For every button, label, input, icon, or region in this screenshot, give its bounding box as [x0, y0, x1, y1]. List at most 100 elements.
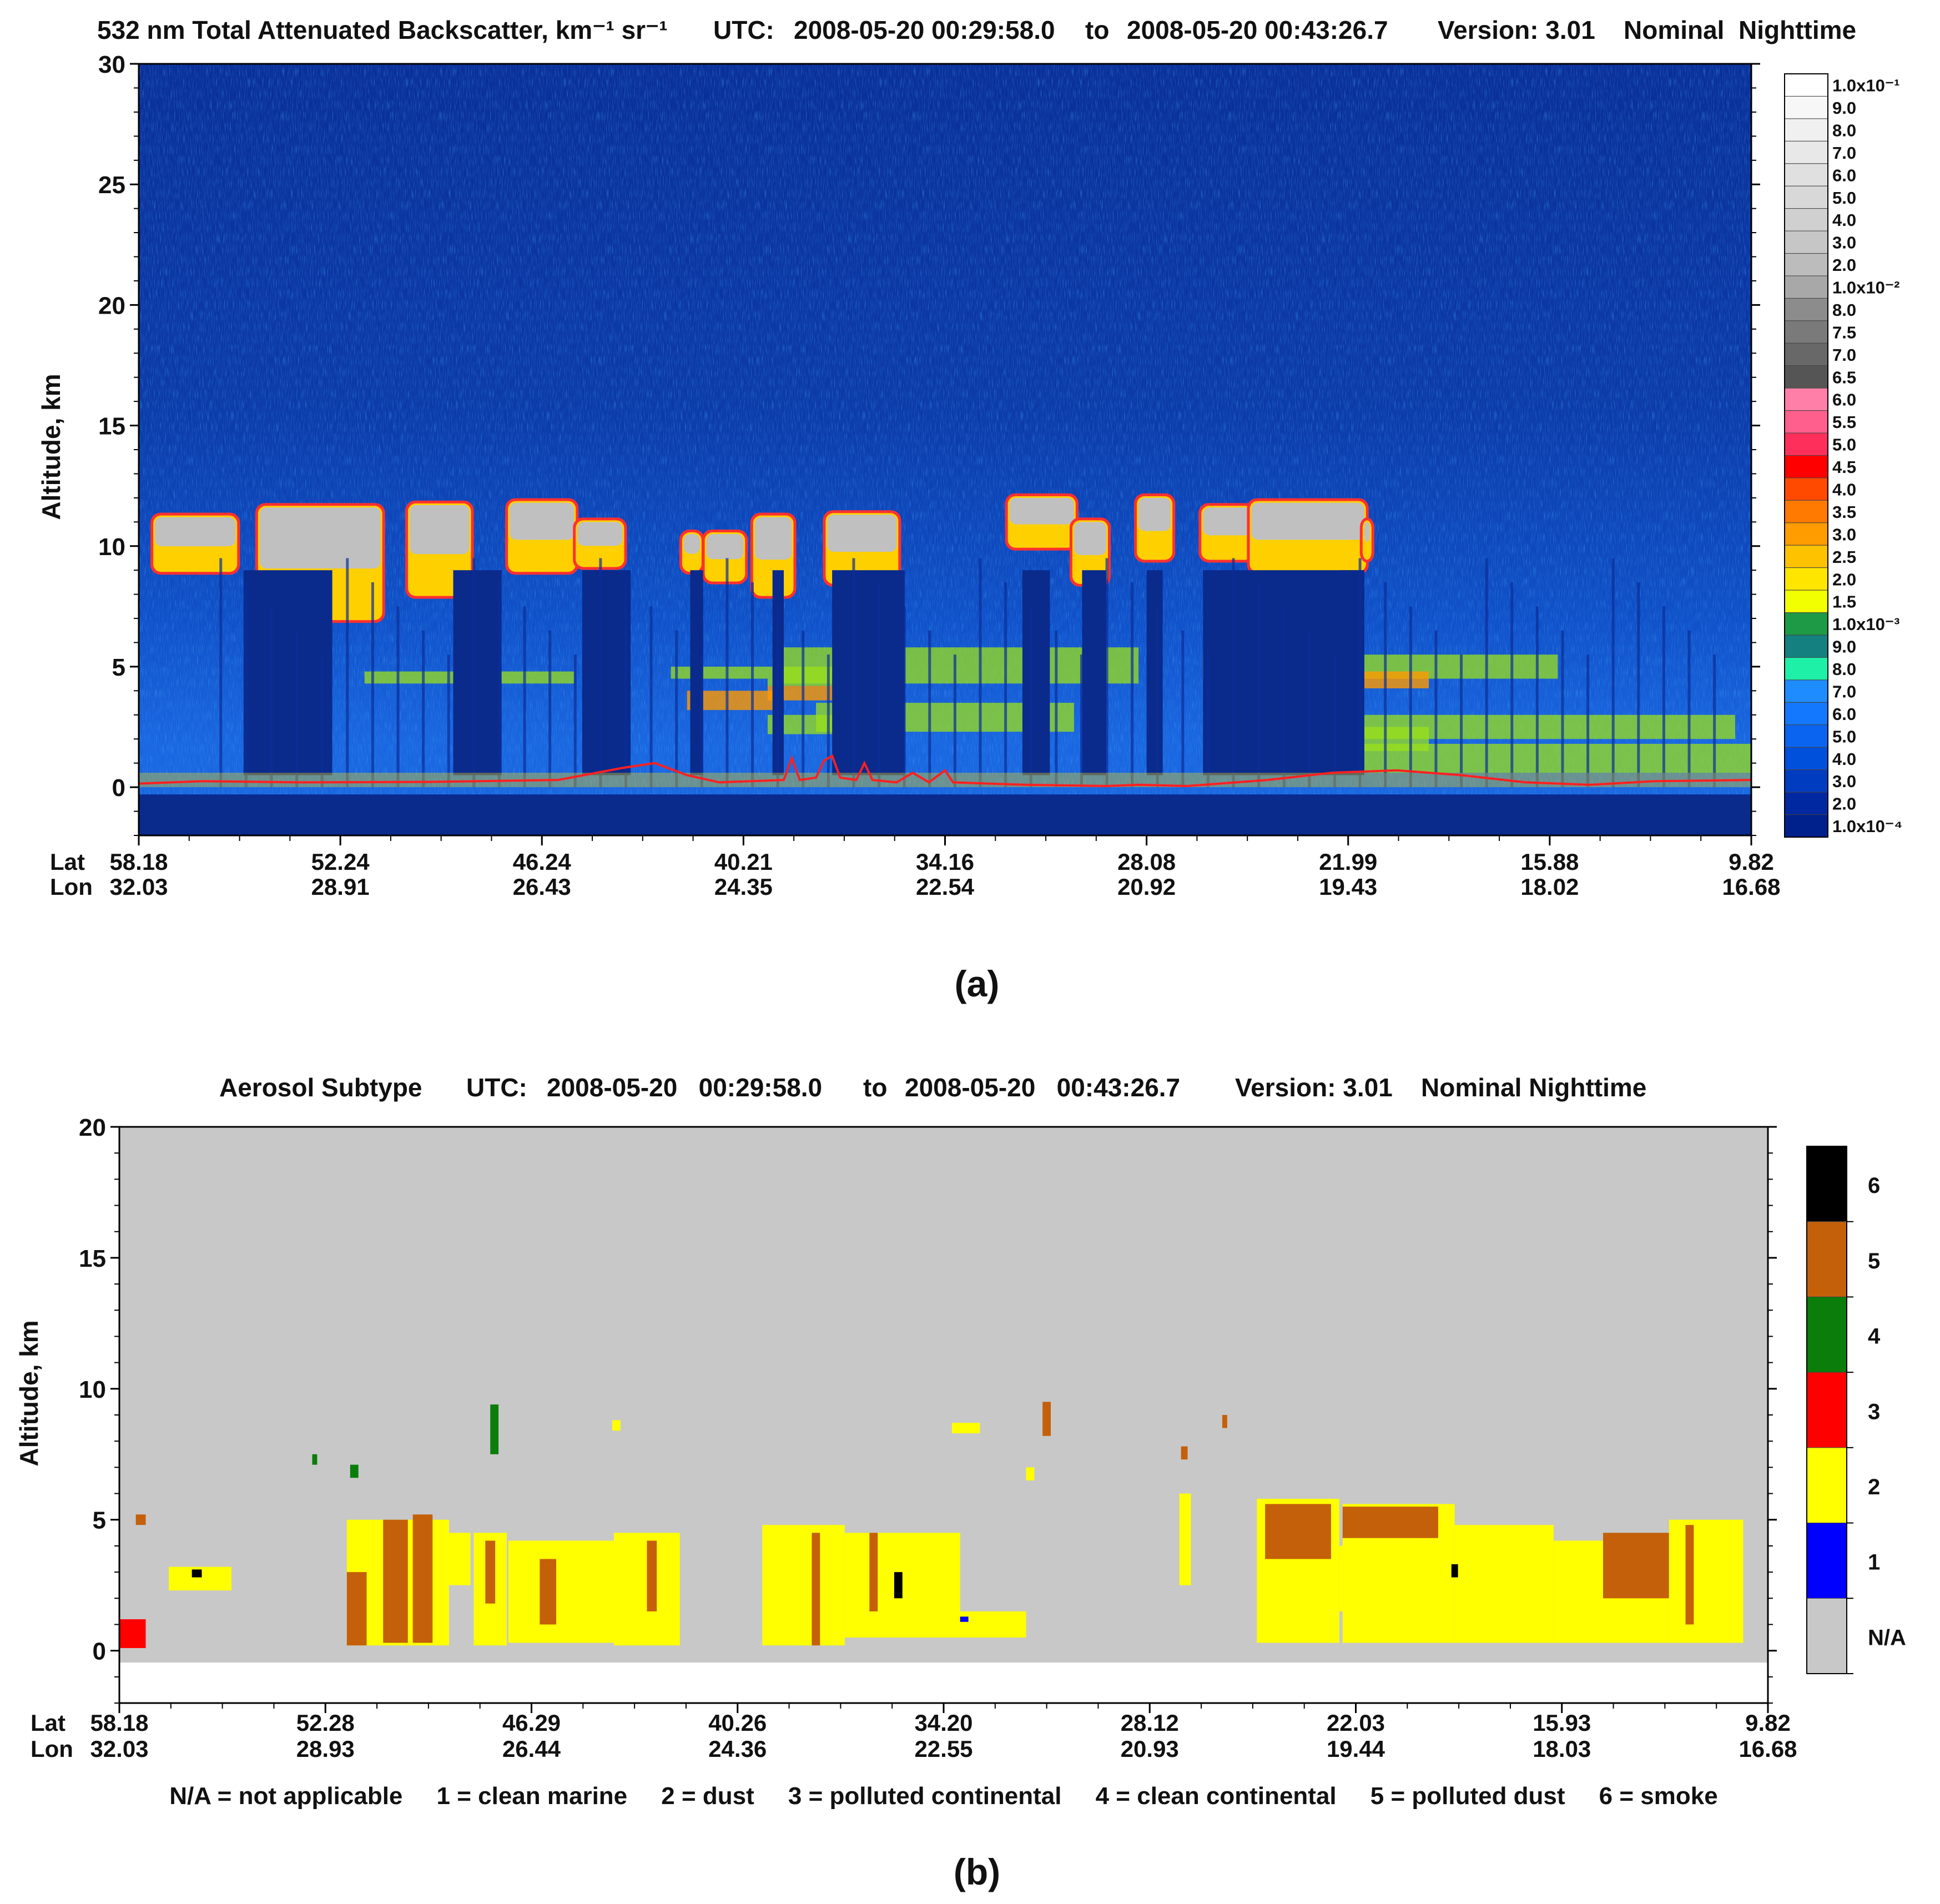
colorbar-label: 2.0 [1832, 255, 1856, 275]
lon-tick-label: 20.93 [1121, 1736, 1179, 1762]
lon-tick-label: 28.93 [296, 1736, 355, 1762]
cloud-core [1009, 497, 1074, 525]
subtype-colorbar-swatch [1806, 1296, 1847, 1373]
attenuation-streak [1409, 606, 1412, 788]
lon-tick-label: 18.03 [1533, 1736, 1591, 1762]
lat-tick-label: 40.26 [708, 1710, 767, 1736]
panel-b-ylabel: Altitude, km [14, 1320, 43, 1466]
panel-b-title: Aerosol Subtype [219, 1073, 422, 1102]
attenuation-streak [979, 558, 982, 788]
panel-a-version: Version: 3.01 [1438, 16, 1595, 44]
panel-a-utc-label: UTC: [713, 16, 774, 44]
colorbar-label: 7.0 [1832, 143, 1856, 163]
y-tick-label: 15 [79, 1245, 106, 1272]
clean-continental-block [312, 1454, 318, 1465]
cloud-core [155, 517, 236, 547]
lat-axis-label: Lat [31, 1710, 65, 1736]
colorbar-label: 1.0x10⁻² [1832, 278, 1900, 298]
attenuation-streak [599, 558, 602, 788]
colorbar-swatch [1784, 320, 1828, 344]
polluted-dust-block [346, 1572, 367, 1646]
colorbar-label: 3.0 [1832, 233, 1856, 253]
panel-b-colorbar: 6 5 4 3 2 1 N/A [1806, 1146, 1906, 1674]
attenuation-streak [270, 606, 273, 788]
colorbar-swatch [1784, 163, 1828, 187]
lon-tick-label: 32.03 [90, 1736, 148, 1762]
lat-tick-label: 28.08 [1117, 849, 1176, 875]
attenuation-streak [1687, 630, 1691, 788]
subtype-colorbar-label: 2 [1868, 1475, 1880, 1499]
attenuation-streak [548, 630, 552, 788]
attenuation-streak [1308, 630, 1311, 788]
subsurface-region [139, 794, 1751, 835]
colorbar-label: 1.0x10⁻¹ [1832, 76, 1900, 95]
colorbar-label: 6.5 [1832, 367, 1856, 387]
lon-tick-label: 26.44 [502, 1736, 561, 1762]
colorbar-swatch [1784, 477, 1828, 501]
polluted-dust-block [1342, 1507, 1438, 1538]
subtype-below-surface [119, 1663, 1768, 1703]
colorbar-swatch [1784, 702, 1828, 726]
attenuation-streak [523, 606, 526, 788]
polluted-dust-block [485, 1540, 496, 1604]
colorbar-label: 3.0 [1832, 525, 1856, 544]
attenuated-column [832, 570, 905, 775]
y-tick-label: 5 [93, 1507, 106, 1534]
attenuation-streak [320, 654, 324, 788]
colorbar-label: 3.0 [1832, 772, 1856, 791]
lat-tick-label: 9.82 [1745, 1710, 1791, 1736]
attenuation-streak [675, 630, 678, 788]
colorbar-label: 5.0 [1832, 188, 1856, 208]
panel-a-utc-end: 2008-05-20 00:43:26.7 [1127, 16, 1388, 44]
attenuation-streak [1561, 630, 1564, 788]
surface-return-band [139, 773, 1751, 788]
panel-b-label: (b) [954, 1851, 1000, 1892]
cloud-core [410, 505, 470, 555]
attenuation-streak [497, 582, 501, 788]
panel-a-label: (a) [955, 963, 1000, 1004]
y-tick-label: 10 [79, 1376, 106, 1403]
polluted-dust-block [540, 1559, 557, 1625]
polluted-dust-block [135, 1514, 146, 1525]
colorbar-swatch [1784, 410, 1828, 434]
lon-tick-label: 26.43 [513, 874, 571, 900]
attenuation-streak [624, 582, 627, 788]
cloud-core [577, 522, 623, 546]
colorbar-swatch [1784, 634, 1828, 658]
y-tick-label: 0 [93, 1638, 106, 1665]
y-tick-label: 15 [98, 413, 125, 440]
panel-a-y-axis: 30 25 20 15 10 5 0 [98, 51, 1760, 836]
colorbar-swatch [1784, 387, 1828, 411]
attenuation-streak [1485, 558, 1488, 788]
lon-tick-label: 16.68 [1739, 1736, 1797, 1762]
colorbar-label: 8.0 [1832, 659, 1856, 679]
lat-tick-label: 9.82 [1729, 849, 1774, 875]
attenuation-streak [346, 558, 349, 788]
panel-b: Aerosol Subtype UTC: 2008-05-20 00:29:58… [14, 1073, 1906, 1892]
attenuation-streak [1358, 558, 1362, 788]
subtype-colorbar-swatch [1806, 1598, 1847, 1674]
panel-a-utc-start: 2008-05-20 00:29:58.0 [794, 16, 1055, 44]
panel-a-utc-to: to [1085, 16, 1109, 44]
colorbar-swatch [1784, 365, 1828, 389]
colorbar-swatch [1784, 567, 1828, 591]
attenuation-streak [1055, 630, 1058, 788]
colorbar-label: 1.0x10⁻³ [1832, 614, 1900, 634]
lat-axis-label: Lat [50, 849, 85, 875]
colorbar-swatch [1784, 253, 1828, 276]
attenuation-streak [1637, 582, 1640, 788]
attenuation-streak [1510, 582, 1514, 788]
colorbar-swatch [1784, 657, 1828, 681]
panel-b-utc-start: 2008-05-20 00:29:58.0 [547, 1073, 822, 1102]
attenuation-streak [1586, 654, 1590, 788]
lon-tick-label: 32.03 [109, 874, 168, 900]
polluted-dust-block [1603, 1533, 1669, 1599]
panel-a-title: 532 nm Total Attenuated Backscatter, km⁻… [97, 16, 668, 44]
attenuation-streak [1460, 654, 1463, 788]
y-tick-label: 30 [98, 51, 125, 78]
colorbar-swatch [1784, 432, 1828, 456]
attenuation-streak [1333, 654, 1337, 788]
y-tick-label: 20 [98, 292, 125, 319]
